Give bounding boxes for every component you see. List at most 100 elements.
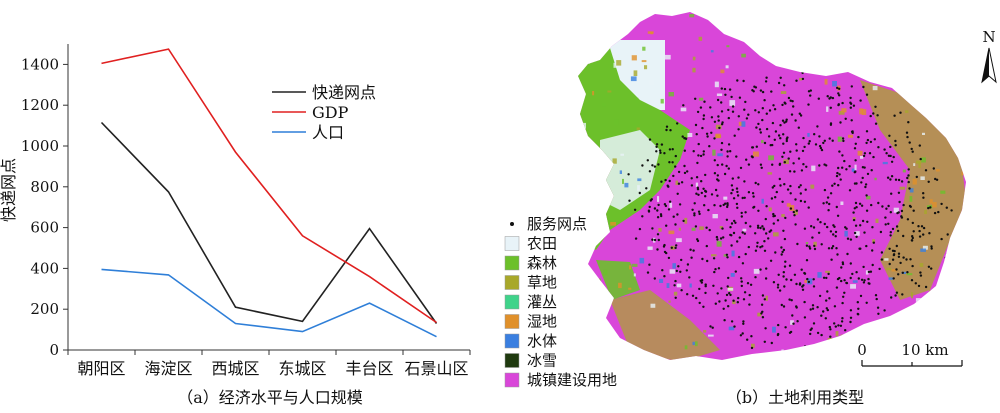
service-point bbox=[746, 338, 749, 341]
service-point bbox=[865, 141, 868, 145]
service-point bbox=[705, 244, 708, 248]
service-point bbox=[857, 277, 860, 280]
service-point bbox=[806, 277, 809, 281]
land-patch bbox=[919, 263, 924, 267]
service-point bbox=[795, 209, 798, 212]
service-point bbox=[841, 101, 844, 105]
service-point bbox=[868, 152, 872, 155]
service-point bbox=[890, 175, 894, 178]
land-patch bbox=[883, 356, 888, 360]
land-patch bbox=[916, 71, 922, 78]
land-patch bbox=[698, 36, 703, 41]
service-point bbox=[759, 131, 762, 134]
land-patch bbox=[958, 105, 964, 109]
service-point bbox=[839, 324, 843, 327]
service-point bbox=[918, 229, 921, 233]
service-point bbox=[884, 223, 887, 226]
land-patch bbox=[901, 76, 907, 79]
service-point bbox=[813, 133, 816, 136]
service-point bbox=[865, 209, 869, 212]
land-patch bbox=[891, 269, 898, 272]
service-point bbox=[905, 131, 909, 134]
x-tick-label: 石景山区 bbox=[404, 359, 468, 378]
service-point bbox=[887, 222, 890, 225]
service-point bbox=[855, 235, 858, 238]
map-legend-label: 森林 bbox=[527, 254, 557, 272]
service-point bbox=[676, 122, 679, 125]
service-point bbox=[709, 106, 712, 109]
service-point bbox=[822, 141, 825, 145]
service-point bbox=[883, 148, 886, 151]
service-point bbox=[836, 86, 839, 90]
service-point bbox=[659, 151, 662, 154]
series-line bbox=[100, 121, 438, 324]
service-point bbox=[778, 289, 782, 292]
service-point bbox=[803, 227, 807, 230]
service-point bbox=[891, 227, 895, 231]
service-point bbox=[856, 312, 859, 316]
service-point bbox=[928, 232, 931, 235]
service-point bbox=[734, 270, 737, 273]
service-point bbox=[897, 273, 900, 276]
service-point bbox=[777, 134, 781, 137]
land-patch bbox=[832, 81, 837, 87]
land-patch bbox=[676, 152, 680, 155]
service-point bbox=[940, 202, 943, 206]
service-point bbox=[786, 136, 789, 139]
land-patch bbox=[622, 178, 624, 184]
service-point bbox=[717, 119, 720, 122]
legend-swatch bbox=[504, 275, 520, 290]
service-point bbox=[828, 137, 831, 140]
y-tick-label: 1400 bbox=[21, 55, 59, 73]
service-point bbox=[820, 148, 824, 152]
service-point bbox=[668, 148, 672, 151]
land-patch bbox=[628, 287, 632, 290]
map-legend-label: 冰雪 bbox=[527, 352, 557, 370]
service-point bbox=[874, 122, 878, 125]
service-point bbox=[717, 267, 721, 270]
service-point bbox=[930, 245, 933, 248]
service-point bbox=[720, 101, 723, 104]
land-patch bbox=[582, 138, 587, 141]
service-point bbox=[773, 214, 776, 218]
service-point bbox=[894, 178, 898, 181]
service-point bbox=[871, 263, 874, 267]
service-point bbox=[763, 340, 766, 343]
land-patch bbox=[878, 348, 883, 353]
land-patch bbox=[920, 176, 925, 180]
service-point bbox=[829, 328, 832, 331]
service-point bbox=[697, 210, 701, 213]
service-point bbox=[726, 150, 729, 153]
land-patch bbox=[872, 239, 876, 243]
service-point bbox=[764, 277, 768, 280]
service-point bbox=[898, 200, 901, 204]
service-point bbox=[888, 262, 891, 266]
land-patch bbox=[650, 31, 653, 35]
land-patch bbox=[770, 24, 776, 29]
service-point bbox=[795, 305, 798, 308]
service-point bbox=[736, 240, 739, 243]
land-patch bbox=[742, 228, 747, 232]
service-point bbox=[808, 140, 811, 143]
service-point bbox=[693, 202, 696, 205]
service-point bbox=[835, 174, 839, 178]
service-point bbox=[686, 263, 690, 266]
service-point bbox=[895, 291, 899, 294]
map-legend-label: 服务网点 bbox=[527, 215, 587, 233]
service-point bbox=[836, 171, 839, 175]
service-point bbox=[763, 298, 766, 301]
land-patch bbox=[614, 119, 619, 126]
land-patch bbox=[720, 69, 725, 74]
land-patch bbox=[672, 263, 676, 269]
service-point bbox=[719, 204, 722, 208]
service-point bbox=[890, 160, 894, 163]
land-patch bbox=[811, 23, 814, 27]
service-point bbox=[711, 326, 714, 329]
service-point bbox=[760, 166, 763, 169]
service-point bbox=[877, 146, 880, 149]
land-patch bbox=[592, 91, 595, 96]
land-patch bbox=[827, 338, 833, 344]
service-point bbox=[906, 135, 909, 139]
land-patch bbox=[874, 177, 877, 181]
